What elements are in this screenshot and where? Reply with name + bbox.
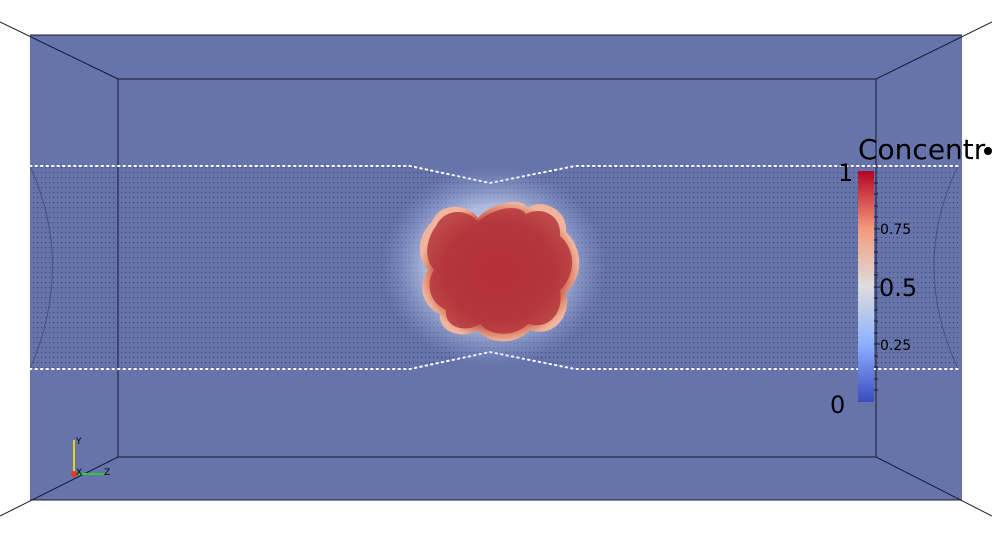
colorbar-tick-label: 0.5 (879, 274, 917, 302)
z-axis-label: Z (104, 468, 110, 478)
colorbar-tick-label: 0 (830, 391, 845, 419)
y-axis-label: Y (75, 437, 82, 447)
colorbar: Concentr 1 0.75 0.5 0.25 0 (830, 133, 992, 419)
colorbar-tick-label: 1 (838, 159, 853, 187)
x-axis-marker (71, 471, 77, 477)
colorbar-title-overflow-dot (984, 147, 992, 155)
colorbar-minor-ticks (874, 182, 880, 391)
x-axis-label: X (76, 468, 82, 478)
orientation-axes[interactable]: Y X Z (71, 437, 110, 478)
concentration-blob (382, 166, 606, 366)
colorbar-tick-label: 0.25 (880, 338, 911, 354)
colorbar-title: Concentr (858, 133, 986, 166)
colorbar-tick-label: 0.75 (880, 222, 911, 238)
colorbar-gradient (858, 171, 874, 402)
